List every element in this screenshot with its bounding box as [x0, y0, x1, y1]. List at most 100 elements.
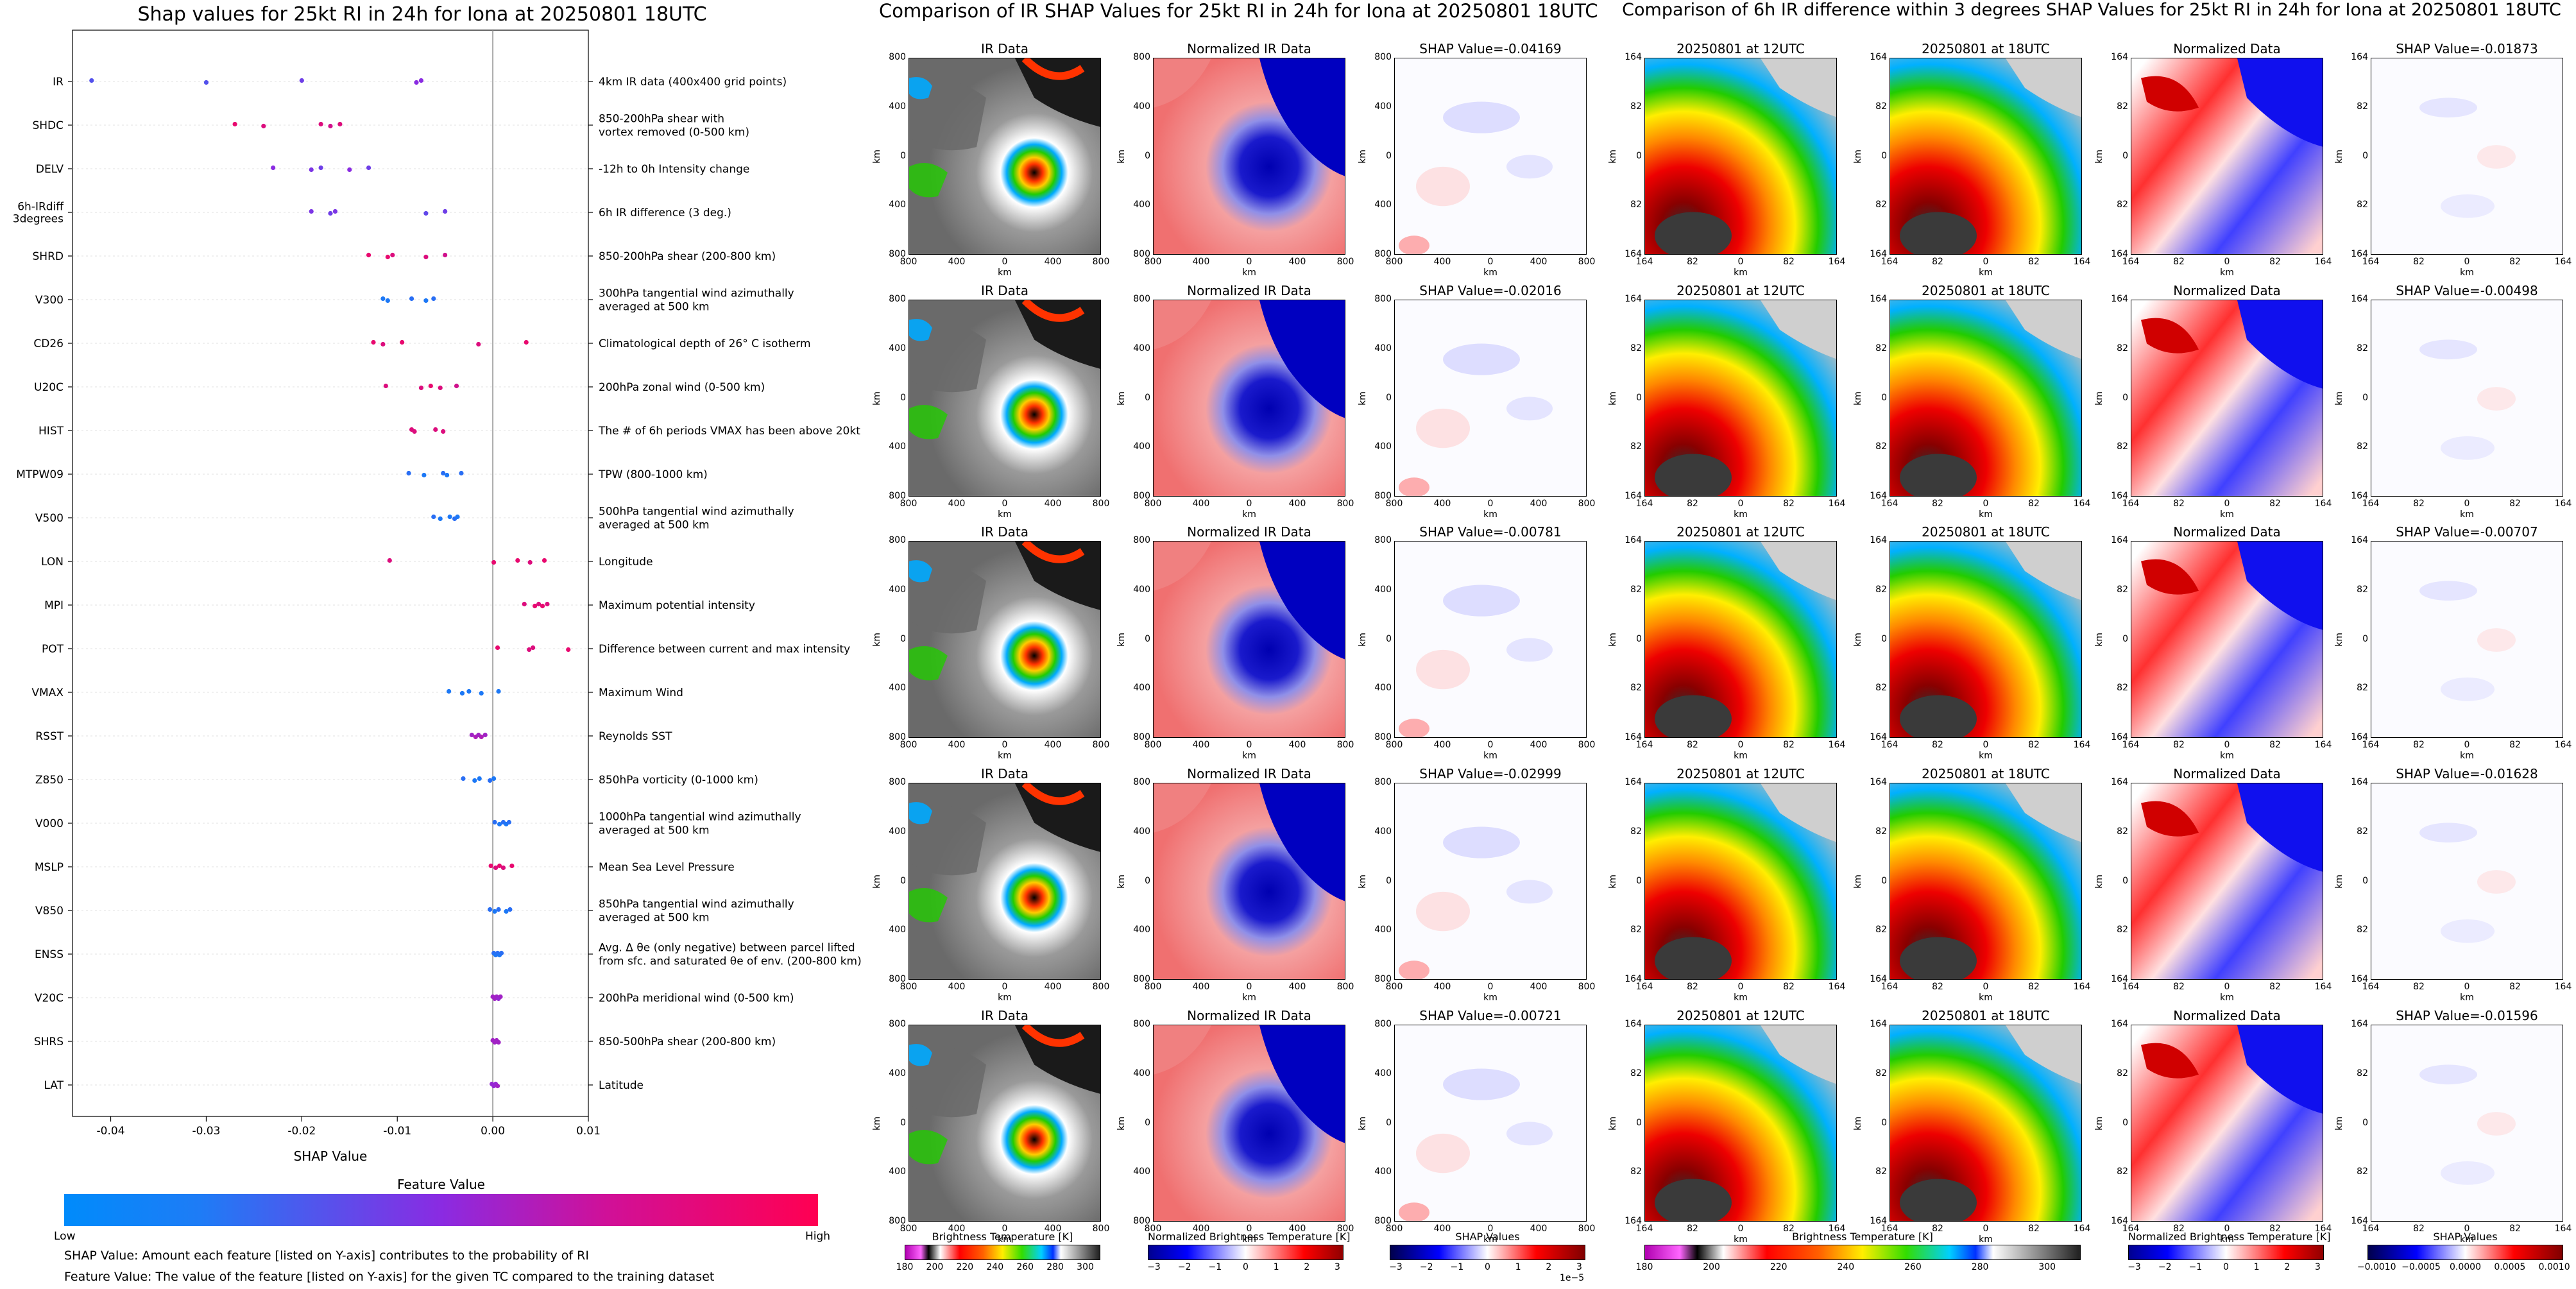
colorbar-tick: 2: [2284, 1262, 2290, 1272]
panel-xlabel: km: [1483, 993, 1497, 1003]
feature-name-label: V300: [35, 294, 64, 307]
panel-x-tick: 400: [1530, 257, 1548, 267]
colorbar-tick: 280: [1046, 1262, 1064, 1272]
panel-y-tick: 0: [900, 875, 906, 886]
normalized-diff-panel: [2131, 58, 2323, 255]
panel-y-tick: 82: [1630, 1166, 1642, 1177]
shap-point: [500, 865, 506, 871]
shap-point: [433, 427, 438, 432]
shap-point: [441, 470, 446, 476]
panel-y-tick: 82: [1630, 101, 1642, 112]
panel-y-tick: 164: [1625, 294, 1642, 304]
panel-y-tick: 800: [889, 249, 906, 259]
panel-ylabel: km: [1607, 1116, 1618, 1131]
panel-y-tick: 82: [1875, 441, 1887, 452]
colorbar-tick: −3: [1389, 1262, 1403, 1272]
panel-x-tick: 800: [1144, 740, 1162, 750]
panel-x-tick: 164: [2362, 740, 2380, 750]
colorbar-tick: −0.0005: [2401, 1262, 2441, 1272]
shap-point: [497, 821, 502, 827]
panel-y-tick: 0: [1386, 150, 1392, 161]
panel-y-tick: 164: [1870, 52, 1887, 62]
shap-point: [318, 121, 323, 127]
panel-ylabel: km: [1116, 1116, 1127, 1131]
ir-12utc-panel-title: 20250801 at 12UTC: [1676, 766, 1805, 781]
panel-y-tick: 164: [2111, 732, 2128, 742]
ir-18utc-panel-title: 20250801 at 18UTC: [1922, 1008, 2050, 1023]
panel-y-tick: 82: [2117, 441, 2128, 452]
panel-x-tick: 164: [2362, 1224, 2380, 1234]
panel-y-tick: 400: [889, 826, 906, 837]
feature-name-label: MPI: [44, 599, 64, 612]
panel-y-tick: 800: [1374, 777, 1392, 787]
panel-x-tick: 0: [2464, 1224, 2470, 1234]
feature-description-label: averaged at 500 km: [599, 824, 710, 837]
panel-y-tick: 0: [1386, 875, 1392, 886]
panel-x-tick: 800: [1092, 740, 1110, 750]
ir-18utc-panel: [1889, 541, 2082, 738]
feature-description-label: -12h to 0h Intensity change: [599, 163, 749, 176]
panel-x-tick: 82: [2509, 1224, 2521, 1234]
panel-x-tick: 0: [1002, 1224, 1008, 1234]
irdiff-shap-panel: [2371, 541, 2563, 738]
panel-x-tick: 400: [948, 499, 966, 509]
colorbar-tick: 2: [1304, 1262, 1310, 1272]
normalized-diff-panel: [2131, 541, 2323, 738]
shap-point: [371, 339, 376, 345]
panel-x-tick: 164: [1828, 982, 1846, 992]
panel-x-tick: 800: [1336, 740, 1354, 750]
panel-xlabel: km: [2220, 1234, 2234, 1245]
panel-x-tick: 164: [2554, 499, 2572, 509]
panel-x-tick: 0: [1002, 257, 1008, 267]
panel-y-tick: 0: [2122, 392, 2128, 403]
ir-shap-colorbar: [1390, 1245, 1585, 1260]
ir-18utc-panel-title: 20250801 at 18UTC: [1922, 524, 2050, 540]
panel-xlabel: km: [998, 993, 1012, 1003]
panel-x-tick: 82: [2413, 499, 2425, 509]
shap-chart-title: Shap values for 25kt RI in 24h for Iona …: [137, 3, 707, 26]
shap-point: [412, 429, 417, 434]
panel-y-tick: 82: [2117, 925, 2128, 935]
irdiff-shap-panel-title: SHAP Value=-0.01628: [2396, 766, 2538, 781]
shap-point: [527, 647, 532, 653]
ir-shap-panel: [1394, 300, 1587, 497]
colorbar-tick: −1: [1450, 1262, 1464, 1272]
panel-y-tick: 0: [1636, 1117, 1642, 1128]
feature-name-label: V20C: [35, 992, 64, 1005]
panel-y-tick: 0: [1386, 633, 1392, 644]
shap-point: [438, 385, 443, 391]
panel-y-tick: 400: [1133, 200, 1150, 210]
ir-shap-panel: [1394, 1025, 1587, 1222]
panel-x-tick: 82: [2028, 257, 2040, 267]
panel-x-tick: 164: [1635, 982, 1653, 992]
panel-x-tick: 82: [2413, 740, 2425, 750]
panel-x-tick: 82: [2173, 499, 2185, 509]
panel-x-tick: 0: [1246, 1224, 1252, 1234]
panel-y-tick: 400: [1374, 683, 1392, 694]
panel-x-tick: 800: [1336, 1224, 1354, 1234]
panel-y-tick: 800: [1133, 491, 1150, 501]
ir-12utc-panel-title: 20250801 at 12UTC: [1676, 41, 1805, 56]
panel-x-tick: 164: [1635, 1224, 1653, 1234]
normalized-diff-panel-title: Normalized Data: [2173, 283, 2281, 298]
feature-name-label: MSLP: [35, 861, 64, 874]
panel-y-tick: 0: [900, 392, 906, 403]
panel-x-tick: 82: [1687, 499, 1698, 509]
panel-y-tick: 800: [1374, 1019, 1392, 1029]
panel-y-tick: 164: [1625, 1216, 1642, 1226]
ir-norm-colorbar: [1148, 1245, 1343, 1260]
irdiff-shap-panel-title: SHAP Value=-0.00498: [2396, 283, 2538, 298]
panel-y-tick: 0: [1881, 1117, 1887, 1128]
panel-xlabel: km: [1242, 268, 1256, 278]
shap-point: [423, 298, 429, 303]
panel-xlabel: km: [2460, 993, 2474, 1003]
x-tick-label: -0.04: [97, 1125, 125, 1138]
panel-y-tick: 400: [1133, 584, 1150, 595]
colorbar-tick: 220: [956, 1262, 974, 1272]
panel-x-tick: 400: [1044, 982, 1062, 992]
shap-point: [498, 994, 503, 1000]
colorbar-tick: 240: [1837, 1262, 1855, 1272]
panel-y-tick: 82: [2117, 200, 2128, 210]
panel-y-tick: 82: [1875, 101, 1887, 112]
panel-ylabel: km: [871, 874, 882, 889]
